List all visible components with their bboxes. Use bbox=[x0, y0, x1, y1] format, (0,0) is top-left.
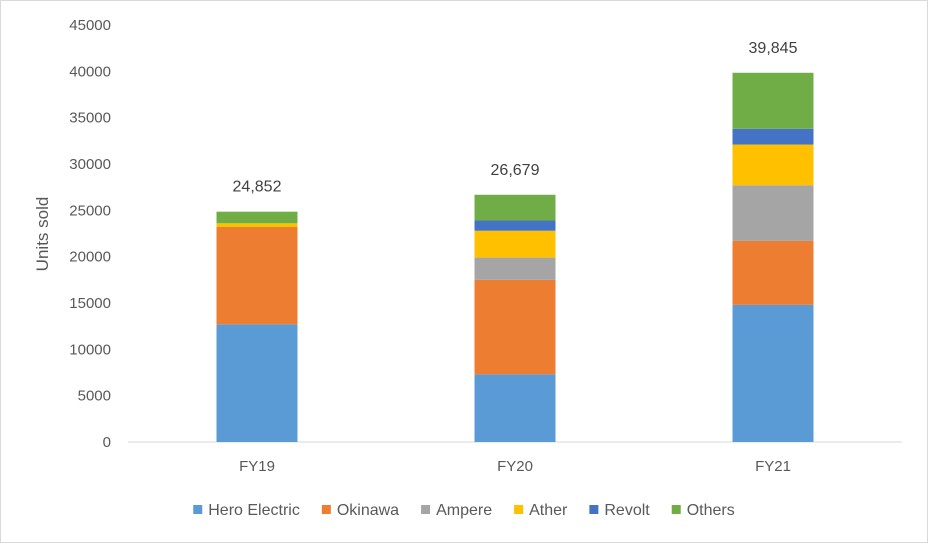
bar-segment bbox=[216, 211, 298, 224]
x-tick-label: FY21 bbox=[755, 458, 791, 475]
bar-segment bbox=[732, 240, 814, 305]
legend-label: Ather bbox=[529, 502, 568, 519]
y-axis-ticks: 0 5000 10000 15000 20000 25000 30000 35000 40000… bbox=[69, 17, 111, 451]
y-axis-label: Units sold bbox=[33, 197, 52, 272]
legend-item: Revolt bbox=[589, 502, 650, 519]
bar-segment bbox=[474, 257, 556, 280]
legend: Hero Electric Okinawa Ampere Ather Revolt Oth… bbox=[193, 502, 735, 519]
legend-label: Others bbox=[687, 502, 735, 519]
legend-label: Okinawa bbox=[337, 502, 399, 519]
bar-segment bbox=[732, 128, 814, 145]
bar-segment bbox=[474, 220, 556, 231]
legend-label: Ampere bbox=[436, 502, 492, 519]
bar-segment bbox=[732, 144, 814, 186]
legend-item: Ather bbox=[514, 502, 568, 519]
x-axis-ticks: FY19 FY20 FY21 bbox=[239, 458, 791, 475]
bar-segment bbox=[732, 304, 814, 442]
x-tick-label: FY19 bbox=[239, 458, 275, 475]
legend-label: Revolt bbox=[604, 502, 650, 519]
legend-item: Hero Electric bbox=[193, 502, 300, 519]
y-tick-label: 45000 bbox=[69, 17, 111, 34]
x-tick-label: FY20 bbox=[497, 458, 533, 475]
legend-item: Okinawa bbox=[321, 502, 399, 519]
y-tick-label: 10000 bbox=[69, 341, 111, 358]
bar-segment bbox=[216, 324, 298, 442]
bar-segment bbox=[732, 72, 814, 129]
total-label: 26,679 bbox=[491, 162, 540, 179]
legend-swatch bbox=[193, 505, 203, 514]
legend-swatch bbox=[589, 505, 599, 514]
y-tick-label: 20000 bbox=[69, 249, 111, 266]
bar-segment bbox=[732, 185, 814, 241]
y-tick-label: 15000 bbox=[69, 295, 111, 312]
bar-segment bbox=[216, 223, 298, 228]
bar-segment bbox=[216, 227, 298, 325]
bar-segment bbox=[474, 194, 556, 221]
legend-swatch bbox=[421, 505, 431, 514]
y-tick-label: 35000 bbox=[69, 110, 111, 127]
y-tick-label: 30000 bbox=[69, 156, 111, 173]
total-label: 24,852 bbox=[233, 179, 282, 196]
legend-swatch bbox=[321, 505, 331, 514]
legend-label: Hero Electric bbox=[208, 502, 300, 519]
bar-segment bbox=[474, 279, 556, 375]
legend-item: Ampere bbox=[421, 502, 492, 519]
total-label: 39,845 bbox=[749, 40, 798, 57]
y-tick-label: 5000 bbox=[78, 388, 111, 405]
bars bbox=[216, 72, 814, 442]
y-tick-label: 25000 bbox=[69, 202, 111, 219]
y-tick-label: 0 bbox=[103, 434, 111, 451]
total-labels: 24,852 26,679 39,845 bbox=[233, 40, 798, 196]
legend-item: Others bbox=[671, 502, 735, 519]
legend-swatch bbox=[671, 505, 681, 514]
bar-segment bbox=[474, 374, 556, 442]
y-tick-label: 40000 bbox=[69, 63, 111, 80]
bar-segment bbox=[474, 230, 556, 258]
legend-swatch bbox=[514, 505, 524, 514]
